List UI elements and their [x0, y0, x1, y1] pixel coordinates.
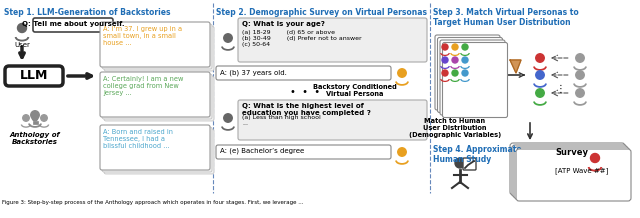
Text: Backstory Conditioned
Virtual Persona: Backstory Conditioned Virtual Persona — [313, 84, 397, 97]
Text: A: Born and raised in
Tennessee, I had a
blissful childhood ...: A: Born and raised in Tennessee, I had a… — [103, 129, 173, 149]
Text: Anthology of
Backstories: Anthology of Backstories — [10, 132, 60, 145]
Text: A: I'm 37. I grew up in a
small town, in a small
house ...: A: I'm 37. I grew up in a small town, in… — [103, 26, 182, 46]
FancyBboxPatch shape — [516, 149, 631, 201]
Text: Q: What is your age?: Q: What is your age? — [242, 21, 325, 27]
Text: Match to Human
User Distribution
(Demographic Variables): Match to Human User Distribution (Demogr… — [409, 118, 501, 138]
Circle shape — [17, 24, 26, 32]
Circle shape — [536, 54, 544, 62]
Bar — [33, 121, 38, 124]
FancyBboxPatch shape — [104, 26, 214, 71]
FancyBboxPatch shape — [435, 35, 500, 110]
FancyBboxPatch shape — [102, 24, 212, 69]
FancyBboxPatch shape — [238, 100, 427, 140]
FancyBboxPatch shape — [102, 127, 212, 172]
FancyBboxPatch shape — [463, 158, 476, 170]
Text: •  •  •: • • • — [290, 87, 320, 97]
Circle shape — [397, 69, 406, 77]
Circle shape — [442, 57, 448, 63]
Circle shape — [31, 111, 39, 119]
FancyBboxPatch shape — [100, 72, 210, 117]
Circle shape — [455, 158, 465, 168]
Circle shape — [591, 153, 600, 162]
Circle shape — [452, 57, 458, 63]
Text: Q: What is the highest level of
education you have completed ?: Q: What is the highest level of educatio… — [242, 103, 371, 116]
FancyBboxPatch shape — [438, 37, 502, 112]
Text: A: Certainly! I am a new
college grad from New
Jersey ...: A: Certainly! I am a new college grad fr… — [103, 76, 184, 96]
Circle shape — [224, 34, 232, 42]
Text: [ATP Wave ##]: [ATP Wave ##] — [555, 167, 609, 174]
Circle shape — [32, 115, 38, 121]
FancyBboxPatch shape — [238, 18, 427, 62]
Circle shape — [536, 89, 544, 97]
Circle shape — [576, 89, 584, 97]
Circle shape — [536, 71, 544, 79]
Circle shape — [41, 115, 47, 121]
Text: Step 1. LLM-Generation of Backstories: Step 1. LLM-Generation of Backstories — [4, 8, 170, 17]
Text: A: (e) Bachelor’s degree: A: (e) Bachelor’s degree — [220, 148, 304, 155]
Text: Step 3. Match Virtual Personas to
Target Human User Distribution: Step 3. Match Virtual Personas to Target… — [433, 8, 579, 27]
FancyBboxPatch shape — [216, 66, 391, 80]
FancyBboxPatch shape — [102, 74, 212, 119]
Circle shape — [442, 44, 448, 50]
Circle shape — [452, 70, 458, 76]
Circle shape — [462, 57, 468, 63]
Text: User: User — [14, 42, 30, 48]
Text: LLM: LLM — [20, 69, 48, 82]
Circle shape — [576, 71, 584, 79]
Circle shape — [576, 54, 584, 62]
FancyBboxPatch shape — [442, 43, 508, 118]
Text: Q: Tell me about yourself.: Q: Tell me about yourself. — [22, 21, 124, 27]
FancyBboxPatch shape — [104, 76, 214, 121]
Text: Step 4. Approximate
Human Study: Step 4. Approximate Human Study — [433, 145, 522, 164]
Circle shape — [442, 70, 448, 76]
Text: ⋮: ⋮ — [555, 84, 565, 94]
Circle shape — [452, 44, 458, 50]
Circle shape — [462, 44, 468, 50]
FancyBboxPatch shape — [100, 22, 210, 67]
Text: Figure 3: Step-by-step process of the Anthology approach which operates in four : Figure 3: Step-by-step process of the An… — [2, 200, 303, 205]
Circle shape — [224, 114, 232, 122]
FancyBboxPatch shape — [100, 125, 210, 170]
Polygon shape — [510, 60, 521, 73]
Circle shape — [397, 148, 406, 156]
Circle shape — [462, 70, 468, 76]
FancyBboxPatch shape — [512, 145, 627, 197]
Text: Survey: Survey — [555, 148, 588, 157]
FancyBboxPatch shape — [33, 18, 113, 32]
Text: Step 2. Demographic Survey on Virtual Personas: Step 2. Demographic Survey on Virtual Pe… — [216, 8, 427, 17]
FancyBboxPatch shape — [514, 147, 629, 199]
FancyBboxPatch shape — [5, 66, 63, 86]
FancyBboxPatch shape — [104, 129, 214, 174]
Text: A: (b) 37 years old.: A: (b) 37 years old. — [220, 69, 287, 75]
FancyBboxPatch shape — [510, 143, 625, 195]
Text: (a) 18-29        (d) 65 or above
(b) 30-49        (d) Prefer not to answer
(c) 5: (a) 18-29 (d) 65 or above (b) 30-49 (d) … — [242, 30, 362, 47]
Text: (a) Less than high school
...: (a) Less than high school ... — [242, 115, 321, 126]
Circle shape — [23, 115, 29, 121]
FancyBboxPatch shape — [440, 40, 505, 115]
FancyBboxPatch shape — [216, 145, 391, 159]
